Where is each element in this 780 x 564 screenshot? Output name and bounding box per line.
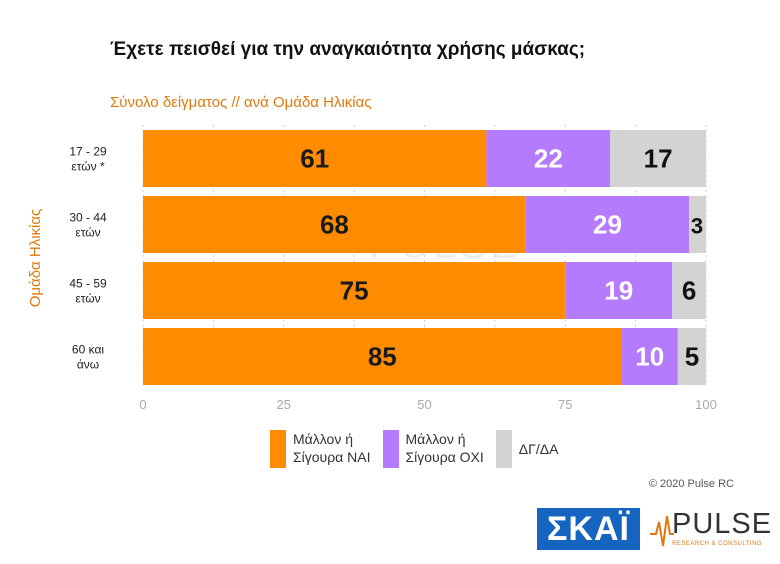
legend-swatch-yes <box>270 430 286 468</box>
data-label-no: 10 <box>635 342 664 372</box>
bar-segment-no <box>565 262 673 319</box>
legend-label-no-line1: Μάλλον ή <box>405 431 466 447</box>
legend-item-yes: Μάλλον ή Σίγουρα ΝΑΙ <box>270 430 371 468</box>
category-label: ετών <box>75 226 100 240</box>
bar-segment-dk <box>672 262 706 319</box>
bar-segment-yes <box>143 328 622 385</box>
legend-swatch-dk <box>495 430 512 468</box>
copyright-text: © 2020 Pulse RC <box>648 478 734 490</box>
data-label-yes: 75 <box>340 276 369 306</box>
bar-segment-yes <box>143 196 526 253</box>
x-tick-label: 0 <box>139 397 146 412</box>
legend-item-dk: ΔΓ/ΔΑ <box>495 430 559 468</box>
bar-segment-no <box>486 130 611 187</box>
category-label: άνω <box>77 358 99 372</box>
category-label: 30 - 44 <box>69 211 107 225</box>
bar-segment-dk <box>610 130 706 187</box>
category-label: ετών <box>75 292 100 306</box>
y-axis-title: Ομάδα Ηλικίας <box>27 209 44 308</box>
legend-label-dk: ΔΓ/ΔΑ <box>518 441 559 457</box>
data-label-dk: 17 <box>644 144 673 174</box>
legend-swatch-no <box>382 430 399 468</box>
category-label: 45 - 59 <box>69 277 107 291</box>
bar-segment-no <box>621 328 678 385</box>
bar-segment-dk <box>689 196 706 253</box>
data-label-no: 29 <box>593 210 622 240</box>
data-label-no: 19 <box>604 276 633 306</box>
legend: Μάλλον ή Σίγουρα ΝΑΙ Μάλλον ή Σίγουρα ΟΧ… <box>270 430 558 468</box>
skai-logo: ΣΚΑΪ <box>537 508 640 550</box>
legend-label-no-line2: Σίγουρα ΟΧΙ <box>405 449 484 465</box>
category-label: 17 - 29 <box>69 145 107 159</box>
pulse-logo-text: PULSE <box>672 508 773 540</box>
chart-title: Έχετε πεισθεί για την αναγκαιότητα χρήση… <box>110 39 586 60</box>
bar-segment-yes <box>143 130 487 187</box>
data-label-dk: 6 <box>682 276 696 306</box>
legend-label-yes-line1: Μάλλον ή <box>293 431 354 447</box>
bar-segment-no <box>525 196 690 253</box>
legend-label-yes-line2: Σίγουρα ΝΑΙ <box>293 449 371 465</box>
legend-item-no: Μάλλον ή Σίγουρα ΟΧΙ <box>382 430 484 468</box>
data-label-no: 22 <box>534 144 563 174</box>
pulse-logo: PULSE RESEARCH & CONSULTING <box>650 508 771 552</box>
data-label-yes: 85 <box>368 342 397 372</box>
data-label-dk: 3 <box>691 214 703 239</box>
category-label: 60 και <box>72 343 104 357</box>
data-label-yes: 68 <box>320 210 349 240</box>
data-label-yes: 61 <box>300 144 329 174</box>
pulse-wave-icon <box>650 515 674 547</box>
bar-segment-yes <box>143 262 566 319</box>
bar-segment-dk <box>677 328 706 385</box>
x-tick-label: 50 <box>417 397 431 412</box>
pulse-logo-subtext: RESEARCH & CONSULTING <box>672 541 763 547</box>
x-tick-label: 100 <box>695 397 717 412</box>
data-label-dk: 5 <box>685 342 699 372</box>
chart-subtitle: Σύνολο δείγματος // ανά Ομάδα Ηλικίας <box>110 94 372 111</box>
category-label: ετών * <box>71 160 105 174</box>
x-tick-label: 75 <box>558 397 572 412</box>
x-tick-label: 25 <box>277 397 291 412</box>
